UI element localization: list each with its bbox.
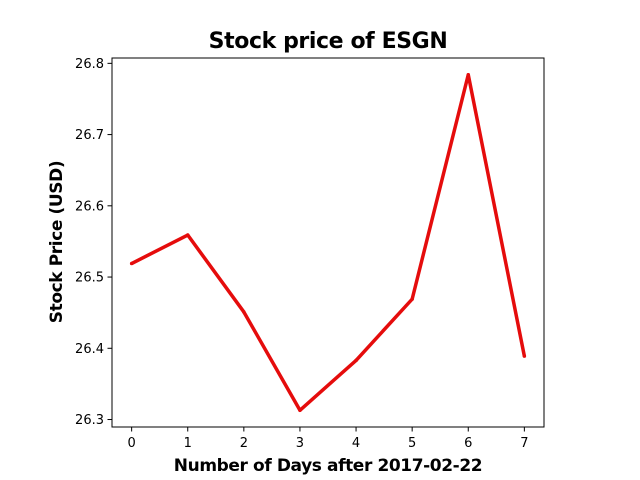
data-point	[522, 354, 527, 358]
data-point	[354, 358, 358, 363]
chart-title: Stock price of ESGN	[209, 29, 448, 54]
x-axis-label: Number of Days after 2017-02-22	[174, 456, 482, 476]
stock-price-line	[130, 72, 527, 413]
x-axis-ticks: 0 1 2 3 4 5 6 7	[127, 427, 529, 451]
series-layer	[129, 72, 527, 413]
data-point	[242, 310, 246, 314]
data-point	[185, 233, 190, 237]
x-tick-label: 1	[184, 436, 192, 451]
x-tick-label: 4	[352, 436, 360, 451]
x-tick-label: 7	[520, 436, 528, 451]
x-tick-label: 2	[240, 436, 248, 451]
y-tick-label: 26.5	[75, 271, 104, 286]
data-point	[298, 408, 302, 413]
y-tick-label: 26.6	[75, 199, 104, 214]
y-tick-label: 26.8	[75, 57, 104, 72]
x-tick-label: 3	[296, 436, 304, 451]
y-tick-label: 26.3	[75, 413, 104, 428]
y-tick-label: 26.4	[75, 342, 104, 357]
data-point	[129, 261, 134, 266]
data-point	[410, 297, 414, 301]
y-axis-ticks: 26.3 26.4 26.5 26.6 26.7 26.8	[75, 57, 112, 428]
x-tick-label: 6	[464, 436, 472, 451]
y-tick-label: 26.7	[75, 128, 104, 143]
x-tick-label: 5	[408, 436, 416, 451]
x-tick-label: 0	[127, 436, 135, 451]
data-point	[466, 72, 471, 77]
y-axis-label: Stock Price (USD)	[47, 161, 67, 323]
plot-area-frame	[111, 57, 545, 428]
